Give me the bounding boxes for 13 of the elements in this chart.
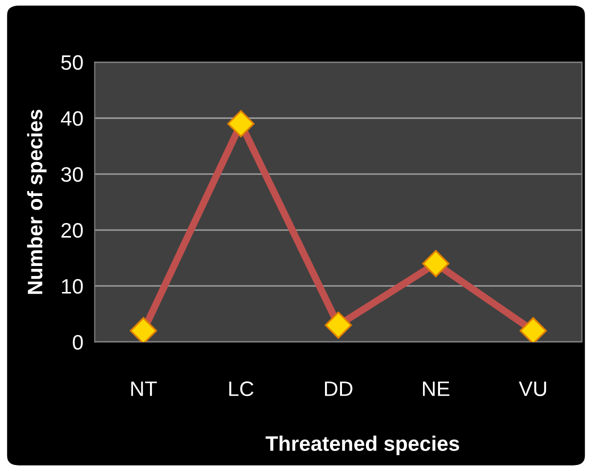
- y-tick-label: 50: [61, 55, 83, 70]
- y-tick-label: 30: [61, 167, 83, 182]
- x-tick-label: NT: [131, 382, 157, 396]
- y-axis-title: Number of species: [27, 110, 47, 294]
- y-tick-label: 40: [60, 111, 83, 126]
- x-tick-label: VU: [518, 382, 546, 396]
- y-tick-label: 0: [72, 334, 83, 350]
- y-tick-label: 20: [61, 223, 83, 238]
- x-tick-label: NE: [423, 382, 450, 396]
- y-tick-label: 10: [62, 278, 83, 294]
- x-tick-label: DD: [324, 382, 352, 396]
- x-axis-title: Threatened species: [266, 436, 460, 456]
- x-tick-label: LC: [229, 381, 254, 396]
